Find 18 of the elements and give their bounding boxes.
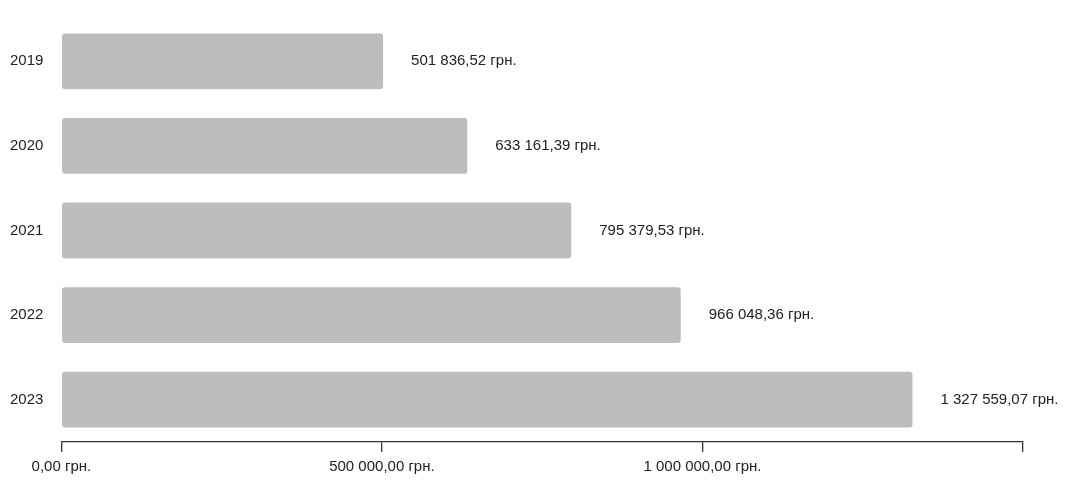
data-label: 633 161,39 грн. (495, 136, 601, 154)
bar (62, 287, 681, 344)
x-tick-label: 0,00 грн. (31, 457, 92, 475)
y-tick-label: 2022 (9, 305, 44, 323)
bar (62, 33, 384, 90)
y-tick-label: 2019 (9, 51, 44, 69)
data-label: 795 379,53 грн. (599, 220, 705, 238)
bar (62, 371, 913, 428)
bar (62, 117, 468, 174)
x-tick-label: 500 000,00 грн. (329, 457, 435, 475)
y-tick-label: 2023 (9, 389, 44, 407)
y-tick-label: 2021 (9, 220, 44, 238)
data-label: 501 836,52 грн. (411, 51, 517, 69)
data-label: 966 048,36 грн. (708, 305, 815, 323)
data-label: 1 327 559,07 грн. (940, 389, 1059, 407)
x-tick-label: 1 000 000,00 грн. (643, 457, 762, 475)
bar (62, 202, 572, 259)
y-tick-label: 2020 (9, 136, 44, 154)
